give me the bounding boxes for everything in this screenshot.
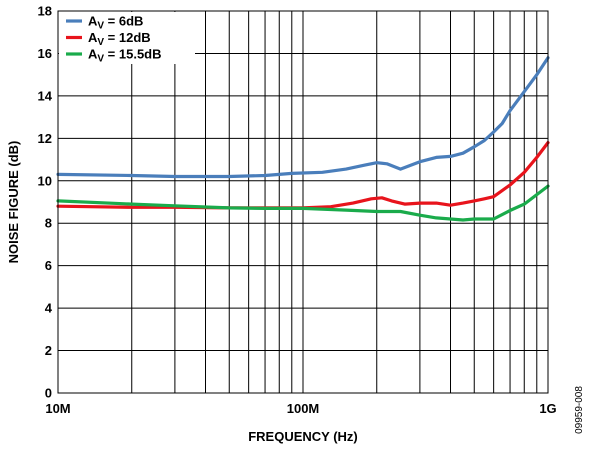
y-tick-label: 4 <box>45 301 53 316</box>
y-tick-label: 0 <box>45 386 52 401</box>
y-tick-label: 16 <box>38 46 52 61</box>
legend-label: AV = 6dB <box>88 14 143 32</box>
figure-code: 09959-008 <box>574 386 585 434</box>
series-line <box>56 184 550 222</box>
series-line <box>56 56 550 179</box>
x-axis-label: FREQUENCY (Hz) <box>248 429 358 444</box>
y-tick-label: 14 <box>38 88 53 103</box>
series-lines <box>56 56 550 222</box>
y-tick-label: 6 <box>45 258 52 273</box>
x-tick-label: 1G <box>539 401 556 416</box>
legend-label: AV = 12dB <box>88 30 151 48</box>
plot-frame <box>57 10 549 394</box>
y-axis-label: NOISE FIGURE (dB) <box>6 141 21 264</box>
y-tick-label: 8 <box>45 216 52 231</box>
y-tick-labels: 0 2 4 6 8 10 12 14 16 18 <box>38 4 53 401</box>
x-tick-label: 100M <box>287 401 320 416</box>
y-tick-label: 18 <box>38 4 52 19</box>
x-tick-label: 10M <box>45 401 70 416</box>
legend-label: AV = 15.5dB <box>88 47 162 65</box>
y-tick-label: 12 <box>38 131 52 146</box>
x-tick-labels: 10M 100M 1G <box>45 401 556 416</box>
y-tick-label: 2 <box>45 343 52 358</box>
y-tick-label: 10 <box>38 173 52 188</box>
